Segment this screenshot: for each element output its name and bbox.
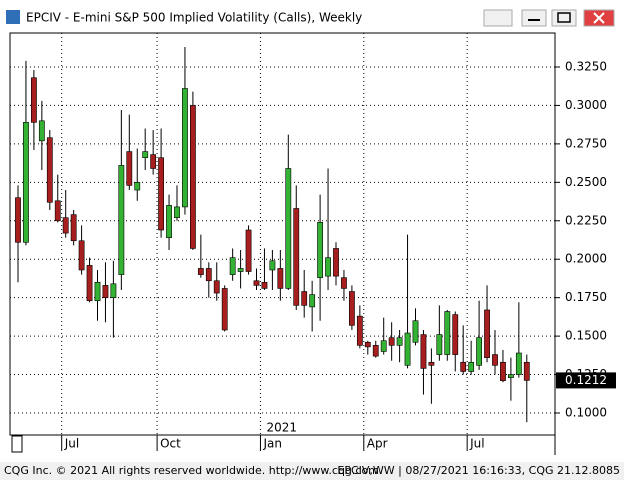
- candle-body: [412, 320, 419, 343]
- candle-body: [364, 341, 371, 348]
- candle-body: [229, 257, 236, 275]
- last-value-label: 0.1212: [565, 373, 607, 387]
- candle-body: [46, 137, 53, 203]
- candle-body: [15, 197, 21, 243]
- app-icon: [6, 10, 20, 24]
- footer-right: EPCIV,WW | 08/27/2021 16:16:33, CQG 21.1…: [337, 464, 620, 477]
- candle-body: [221, 288, 228, 331]
- candle-body: [356, 315, 363, 346]
- candle-body: [182, 88, 188, 208]
- y-tick-label: 0.1000: [565, 406, 607, 420]
- candle-body: [460, 361, 467, 372]
- candle-body: [86, 265, 93, 302]
- candle-body: [452, 314, 459, 355]
- candle-body: [110, 283, 117, 298]
- candle-body: [293, 208, 300, 306]
- candle-body: [277, 268, 284, 289]
- candle-body: [150, 154, 157, 169]
- candle-body: [523, 361, 530, 381]
- candle-body: [341, 277, 347, 289]
- candle-body: [388, 337, 395, 346]
- y-tick-label: 0.2250: [565, 213, 607, 227]
- candle-body: [333, 248, 339, 277]
- candle-body: [428, 361, 435, 366]
- y-tick-label: 0.3250: [565, 59, 607, 73]
- candle-body: [484, 309, 490, 358]
- candle-body: [126, 151, 133, 186]
- candle-body: [436, 334, 443, 355]
- y-tick-label: 0.3000: [565, 98, 607, 112]
- candle-body: [205, 268, 212, 282]
- footer-left: CQG Inc. © 2021 All rights reserved worl…: [4, 464, 379, 477]
- candle-body: [197, 268, 204, 275]
- year-label: 2021: [266, 421, 297, 435]
- y-tick-label: 0.2500: [565, 175, 607, 189]
- candle-body: [420, 334, 427, 369]
- candle-body: [468, 361, 475, 372]
- candle-body: [70, 214, 77, 242]
- candle-body: [348, 291, 355, 326]
- candle-body: [500, 361, 506, 382]
- window-title: EPCIV - E-mini S&P 500 Implied Volatilit…: [26, 11, 362, 25]
- candle-body: [118, 165, 125, 275]
- candle-body: [269, 260, 276, 271]
- maximize-icon: [557, 12, 571, 23]
- x-tick-label: Apr: [367, 437, 388, 451]
- candle-body: [317, 222, 323, 278]
- candle-body: [23, 122, 29, 243]
- candle-body: [94, 281, 101, 302]
- candle-body: [78, 240, 85, 271]
- status-bar: [0, 462, 624, 480]
- candle-body: [285, 168, 292, 289]
- y-tick-label: 0.2750: [565, 136, 607, 150]
- candle-body: [372, 345, 379, 357]
- candle-body: [309, 294, 316, 308]
- minimize-button[interactable]: [521, 9, 547, 27]
- candle-body: [245, 229, 252, 272]
- close-icon: [593, 12, 605, 24]
- candle-body: [396, 337, 403, 346]
- candle-body: [174, 206, 180, 218]
- candle-body: [261, 281, 268, 289]
- y-tick-label: 0.2000: [565, 252, 607, 266]
- candle-body: [38, 120, 45, 142]
- candle-body: [301, 291, 308, 306]
- candle-body: [325, 257, 331, 277]
- candle-body: [158, 157, 164, 231]
- candle-body: [190, 105, 196, 249]
- candle-body: [213, 280, 220, 294]
- candle-body: [507, 374, 514, 378]
- title-bar: [0, 0, 624, 32]
- candle-body: [444, 311, 451, 355]
- candle-body: [30, 77, 37, 123]
- x-tick-label: Jul: [64, 437, 79, 451]
- link-button[interactable]: [483, 9, 513, 27]
- candle-body: [102, 285, 109, 298]
- candle-body: [166, 205, 172, 238]
- candle-body: [515, 352, 522, 375]
- x-tick-label: Jul: [469, 437, 484, 451]
- candle-body: [54, 200, 61, 222]
- candle-body: [134, 182, 141, 191]
- candle-body: [253, 280, 260, 286]
- candle-body: [476, 337, 482, 366]
- scroll-handle[interactable]: [11, 435, 23, 453]
- last-value-box: [556, 372, 616, 389]
- x-tick-label: Oct: [160, 437, 181, 451]
- y-tick-label: 0.1500: [565, 329, 607, 343]
- candle-body: [492, 354, 498, 366]
- candle-body: [404, 332, 411, 366]
- candle-body: [380, 340, 387, 352]
- x-tick-label: Jan: [262, 437, 282, 451]
- candle-body: [62, 217, 69, 234]
- candle-body: [142, 151, 149, 159]
- candle-body: [237, 268, 244, 272]
- y-tick-label: 0.1750: [565, 290, 607, 304]
